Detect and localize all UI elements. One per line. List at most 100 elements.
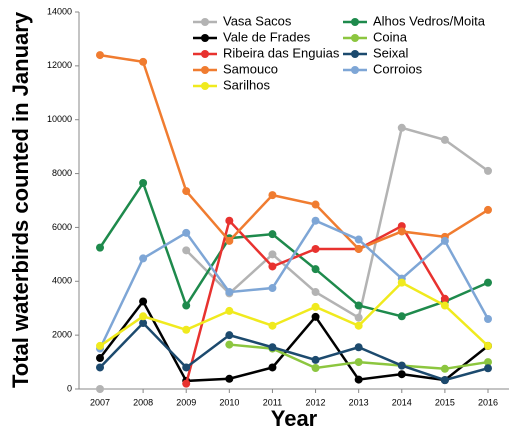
point bbox=[440, 376, 449, 385]
point bbox=[484, 358, 492, 367]
legend-label: Sarilhos bbox=[223, 77, 270, 92]
point bbox=[96, 363, 104, 372]
point bbox=[268, 321, 277, 330]
legend-label: Vale de Frades bbox=[223, 29, 311, 44]
point bbox=[397, 278, 406, 287]
point bbox=[440, 301, 449, 310]
point bbox=[311, 265, 320, 274]
point bbox=[268, 284, 277, 293]
legend-marker bbox=[201, 50, 209, 58]
point bbox=[484, 278, 492, 287]
point bbox=[225, 306, 234, 315]
point bbox=[268, 343, 277, 352]
point bbox=[182, 246, 191, 255]
point bbox=[397, 370, 406, 379]
point bbox=[225, 374, 234, 383]
point bbox=[311, 200, 320, 209]
point bbox=[225, 216, 234, 225]
legend-marker bbox=[351, 18, 359, 26]
legend-label: Ribeira das Enguias bbox=[223, 45, 340, 60]
legend-marker bbox=[201, 66, 209, 74]
point bbox=[354, 301, 363, 310]
legend-label: Alhos Vedros/Moita bbox=[373, 13, 486, 28]
point bbox=[440, 294, 449, 303]
point bbox=[397, 227, 406, 236]
x-tick-label: 2008 bbox=[133, 397, 153, 407]
point bbox=[225, 340, 234, 349]
x-tick-label: 2016 bbox=[478, 397, 498, 407]
point bbox=[311, 288, 320, 297]
y-tick-label: 8000 bbox=[52, 168, 72, 178]
point bbox=[354, 358, 363, 367]
point bbox=[354, 321, 363, 330]
legend-label: Seixal bbox=[373, 45, 409, 60]
point bbox=[182, 363, 191, 372]
x-tick-label: 2007 bbox=[90, 397, 110, 407]
legend-marker bbox=[201, 34, 209, 42]
legend-marker bbox=[201, 82, 209, 90]
point bbox=[311, 244, 320, 253]
legend-marker bbox=[351, 66, 359, 74]
point bbox=[354, 235, 363, 244]
x-tick-label: 2009 bbox=[176, 397, 196, 407]
point bbox=[311, 216, 320, 225]
y-tick-label: 6000 bbox=[52, 222, 72, 232]
legend-marker bbox=[201, 18, 209, 26]
point bbox=[268, 262, 277, 271]
legend-label: Corroios bbox=[373, 61, 423, 76]
y-axis-title: Total waterbirds counted in January bbox=[8, 11, 33, 388]
point bbox=[311, 302, 320, 311]
y-tick-label: 14000 bbox=[47, 6, 72, 16]
point bbox=[268, 363, 277, 372]
legend-marker bbox=[351, 34, 359, 42]
point bbox=[96, 341, 104, 350]
point bbox=[311, 355, 320, 364]
point bbox=[182, 187, 191, 196]
point bbox=[96, 51, 104, 60]
point bbox=[268, 191, 277, 200]
point bbox=[139, 178, 148, 187]
series-line bbox=[99, 53, 489, 251]
point bbox=[397, 361, 406, 370]
y-tick-label: 2000 bbox=[52, 330, 72, 340]
series-line bbox=[99, 281, 489, 347]
legend-label: Samouco bbox=[223, 61, 278, 76]
y-tick-label: 4000 bbox=[52, 276, 72, 286]
point bbox=[311, 363, 320, 372]
point bbox=[182, 325, 191, 334]
x-tick-label: 2014 bbox=[392, 397, 412, 407]
series-line bbox=[98, 219, 490, 350]
point bbox=[139, 319, 148, 328]
series-line bbox=[185, 126, 489, 320]
x-tick-label: 2013 bbox=[349, 397, 369, 407]
y-tick-label: 12000 bbox=[47, 60, 72, 70]
point bbox=[96, 354, 104, 363]
point bbox=[96, 243, 104, 252]
point bbox=[182, 379, 191, 388]
x-tick-label: 2015 bbox=[435, 397, 455, 407]
y-tick-label: 0 bbox=[67, 383, 72, 393]
point bbox=[182, 301, 191, 310]
point bbox=[397, 123, 406, 132]
point bbox=[311, 312, 320, 321]
point bbox=[484, 341, 492, 350]
x-tick-label: 2011 bbox=[263, 397, 282, 407]
point bbox=[139, 57, 148, 66]
legend-label: Vasa Sacos bbox=[223, 13, 292, 28]
legend-marker bbox=[351, 50, 359, 58]
point bbox=[484, 364, 492, 373]
point bbox=[225, 236, 234, 245]
point bbox=[139, 254, 148, 263]
point bbox=[484, 314, 492, 323]
point bbox=[354, 313, 363, 322]
point bbox=[484, 166, 492, 175]
x-tick-label: 2010 bbox=[219, 397, 239, 407]
point bbox=[440, 135, 449, 144]
point bbox=[268, 250, 277, 259]
point bbox=[354, 375, 363, 384]
point bbox=[397, 312, 406, 321]
point bbox=[440, 364, 449, 373]
point bbox=[440, 236, 449, 245]
point bbox=[225, 331, 234, 340]
x-tick-label: 2012 bbox=[306, 397, 326, 407]
